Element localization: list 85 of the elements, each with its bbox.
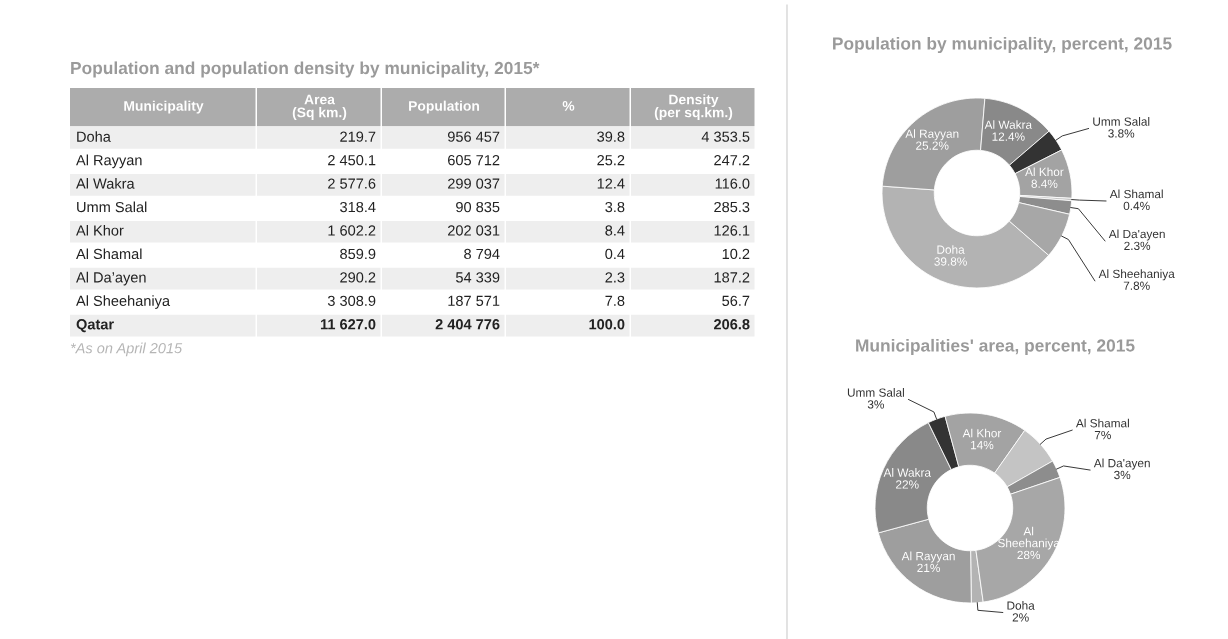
data-label: 3% [1114,470,1131,480]
chart-title: Municipalities' area, percent, 2015 [856,338,1135,356]
slice-label: Doha [937,245,965,254]
data-label: 3.8% [1108,129,1135,138]
text: 859.9 [340,248,376,260]
text: 3.8 [605,201,625,213]
data-label: 22% [896,480,919,489]
category-label: Doha [77,131,111,142]
data-label: 2.3% [1124,241,1151,250]
text: *As on April 2015 [70,342,183,357]
category-label: Al Da’ayen [76,271,146,286]
data-label: 0.4% [1123,201,1150,211]
slice-label: Al Da'ayen [1108,229,1165,241]
category-label: Umm Salal [77,201,147,213]
text: 3 308.9 [327,295,376,306]
text: 187.2 [714,272,750,283]
text: 299 037 [448,178,500,189]
category-label: Qatar [76,319,114,333]
text: 100.0 [589,319,625,330]
category-label: Al Shamal [76,248,142,260]
data-label: 12.4% [992,132,1025,141]
slice-label: Al Da'ayen [1093,458,1150,470]
data-label: 8.4% [1031,179,1058,188]
slice-label: Al Khor [962,428,1002,438]
text: 0.4 [605,248,625,260]
text: 126.1 [714,225,750,236]
chart-title: Population by municipality, percent, 2015 [833,36,1172,54]
slice-label: Doha [1007,601,1035,610]
slice-label: Al Sheehaniya [1098,269,1175,281]
text: 956 457 [447,131,500,142]
text: 2 577.6 [328,178,376,189]
data-label: 39.8% [934,257,967,266]
text: 54 339 [455,272,500,283]
slice-label: Al Khor [1025,167,1064,177]
text: 1 602.2 [328,225,376,236]
text: 2 450.1 [328,154,376,166]
category-label: Density (per sq.km.) [654,94,733,121]
text: 39.8 [597,131,625,142]
category-label: Al Khor [76,224,124,236]
data-label: 28% [1017,550,1041,560]
text: 290.2 [340,272,376,283]
category-label: Al Wakra [76,178,135,189]
data-label: 2% [1012,613,1029,622]
text: 605 712 [448,154,500,166]
text: 25.2 [597,154,625,166]
text: 247.2 [714,154,750,166]
slice-label: Al Shamal [1109,189,1163,199]
slice-label: Al Wakra [883,468,931,477]
slice-label: Umm Salal [847,388,904,397]
text: 4 353.5 [701,131,750,142]
data-label: 3% [867,400,884,409]
text: 116.0 [715,178,750,189]
slice-label: Al Rayyan [905,129,959,141]
slice-label: Al Rayyan [901,551,955,563]
text: 56.7 [722,295,750,306]
text: 187 571 [448,295,500,306]
text: 2 404 776 [435,319,500,330]
slice-label: Al Shamal [1075,418,1129,428]
text: 202 031 [448,225,500,236]
text: 285.3 [714,201,750,213]
text: 8.4 [605,225,625,236]
category-label: Al Sheehaniya [76,295,171,309]
category-label: Al Rayyan [76,154,142,169]
text: Population and population density by municipality, 2015* [71,61,540,78]
slice-label: Umm Salal [1093,117,1150,126]
data-label: 14% [971,440,994,450]
slice-label: Al Wakra [984,120,1033,129]
text: 8 794 [464,248,500,260]
text: 7.8 [605,295,625,306]
text: 12.4 [597,178,625,189]
text: 318.4 [340,201,376,213]
data-label: 21% [917,563,940,573]
text: 11 627.0 [320,319,376,330]
category-label: Municipality [124,100,204,114]
category-label: Area (Sq km.) [292,94,347,121]
text: 219.7 [340,131,376,142]
category-label: Population [409,100,480,114]
text: 206.8 [714,319,750,330]
text: 10.2 [722,248,750,260]
data-label: 7% [1094,430,1111,440]
text: 2.3 [605,272,625,283]
category-label: % [562,101,575,111]
text: 90 835 [456,201,500,213]
data-label: 7.8% [1123,281,1150,290]
data-label: 25.2% [916,141,949,150]
